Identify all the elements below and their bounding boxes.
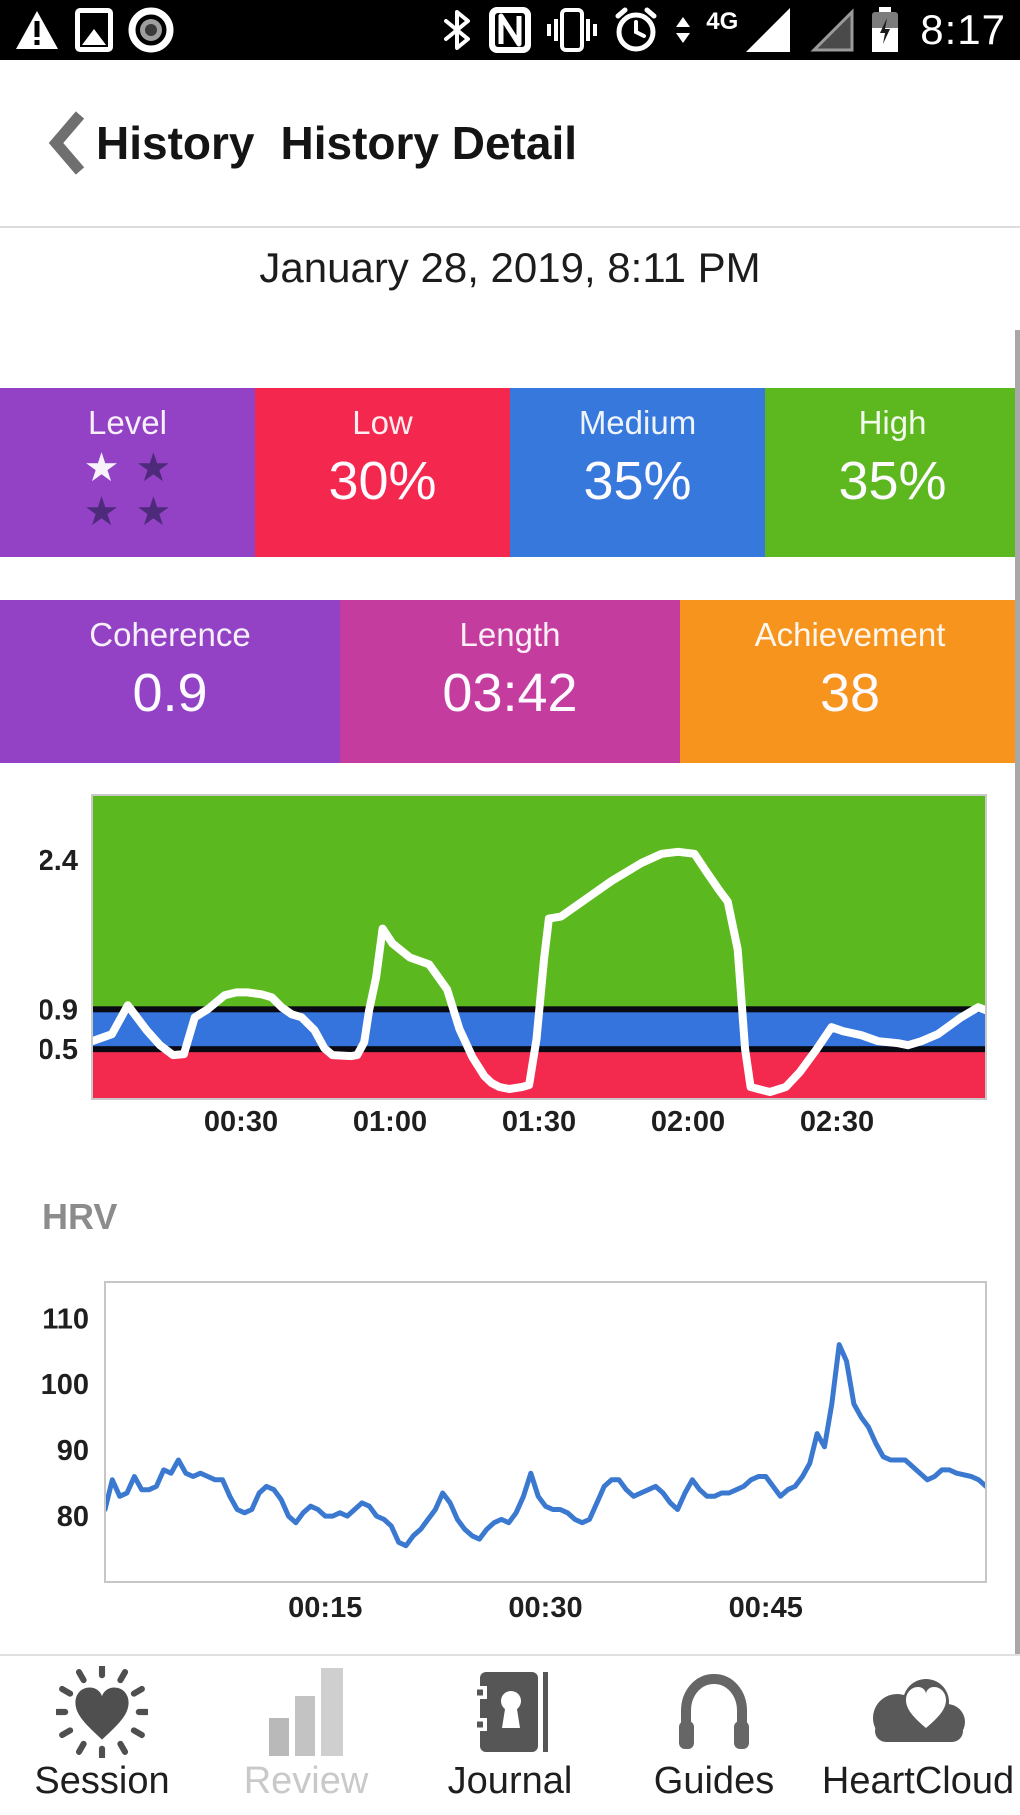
signal-empty-icon [810, 8, 854, 52]
svg-text:0.9: 0.9 [40, 994, 78, 1026]
bluetooth-icon [444, 10, 471, 50]
svg-text:110: 110 [42, 1303, 89, 1335]
scrollbar-thumb[interactable] [1015, 330, 1020, 1654]
stat-label: High [858, 404, 927, 441]
stat-label: Medium [578, 404, 697, 441]
network-4g-label: 4G [706, 8, 739, 35]
stat-label: Length [459, 616, 561, 653]
bottom-navigation: Session Review Journal [0, 1654, 1020, 1815]
signal-full-icon [746, 8, 791, 52]
star-icon: ★ [83, 446, 120, 490]
hrv-section-title: HRV [42, 1196, 118, 1237]
warning-icon [16, 11, 58, 49]
nav-item-session[interactable]: Session [0, 1656, 204, 1815]
battery-charging-icon [872, 7, 899, 52]
nav-label: HeartCloud [821, 1760, 1015, 1802]
stat-value: 38 [819, 663, 881, 723]
stat-value: 0.9 [132, 663, 208, 723]
hrv-chart-svg: 110 100 90 80 00:15 00:30 00:45 [41, 1281, 987, 1624]
stat-label: Low [352, 404, 413, 441]
svg-text:00:15: 00:15 [288, 1592, 362, 1624]
stat-label: Coherence [89, 616, 251, 653]
back-button-label: History [96, 117, 255, 169]
session-heart-icon [56, 1666, 148, 1758]
status-bar-right: 4G 8:17 [440, 6, 1006, 54]
nav-label: Review [243, 1760, 369, 1802]
review-bars-icon [267, 1666, 345, 1758]
nfc-icon [489, 7, 532, 53]
guides-headphones-icon [671, 1666, 757, 1758]
screen-record-icon [128, 7, 174, 53]
stat-value: 30% [328, 451, 437, 511]
status-bar: 4G 8:17 [0, 0, 1020, 60]
back-chevron-icon [48, 111, 85, 175]
svg-text:00:30: 00:30 [508, 1592, 582, 1624]
session-datetime: January 28, 2019, 8:11 PM [259, 244, 761, 291]
nav-item-guides[interactable]: Guides [612, 1656, 816, 1815]
svg-text:02:00: 02:00 [651, 1106, 725, 1138]
svg-text:2.4: 2.4 [40, 845, 78, 877]
nav-item-review[interactable]: Review [204, 1656, 408, 1815]
nav-item-journal[interactable]: Journal [408, 1656, 612, 1815]
heartcloud-icon [863, 1666, 973, 1758]
status-bar-left [14, 7, 174, 53]
svg-text:01:00: 01:00 [353, 1106, 427, 1138]
svg-text:00:45: 00:45 [729, 1592, 803, 1624]
svg-text:01:30: 01:30 [502, 1106, 576, 1138]
nav-label: Journal [447, 1760, 573, 1802]
level-stars: ★ ★ ★ ★ [84, 446, 172, 534]
stat-cell-achievement: Achievement 38 [680, 600, 1020, 763]
stats-row-session-summary: Coherence 0.9 Length 03:42 Achievement 3… [0, 600, 1020, 763]
stat-cell-medium: Medium 35% [510, 388, 765, 557]
data-arrows-icon [676, 17, 691, 43]
svg-text:100: 100 [41, 1369, 89, 1401]
nav-label: Guides [653, 1760, 775, 1802]
alarm-icon [615, 7, 657, 52]
coherence-chart: 2.4 0.9 0.5 00:30 01:00 01:30 02:00 02:30 [38, 793, 988, 1145]
svg-text:00:30: 00:30 [204, 1106, 278, 1138]
stat-label: Level [88, 404, 167, 441]
photo-icon [75, 8, 113, 52]
stat-value: 35% [838, 451, 947, 511]
stats-row-coherence-distribution: Level ★ ★ ★ ★ Low 30% Medium 35% High 35… [0, 388, 1020, 557]
stat-cell-coherence: Coherence 0.9 [0, 600, 340, 763]
stat-value: 03:42 [442, 663, 578, 723]
stat-cell-high: High 35% [765, 388, 1020, 557]
stat-label: Achievement [754, 616, 946, 653]
star-icon: ★ [83, 490, 120, 534]
svg-text:90: 90 [57, 1435, 89, 1467]
star-icon: ★ [135, 490, 172, 534]
stat-cell-low: Low 30% [255, 388, 510, 557]
status-time: 8:17 [920, 6, 1006, 53]
page-title: History Detail [280, 117, 578, 169]
nav-item-heartcloud[interactable]: HeartCloud [816, 1656, 1020, 1815]
stat-value: 35% [583, 451, 692, 511]
stat-cell-level: Level ★ ★ ★ ★ [0, 388, 255, 557]
star-icon: ★ [135, 446, 172, 490]
journal-icon [468, 1666, 552, 1758]
vibrate-icon [547, 8, 598, 52]
svg-text:02:30: 02:30 [800, 1106, 874, 1138]
coherence-chart-svg: 2.4 0.9 0.5 00:30 01:00 01:30 02:00 02:30 [38, 794, 987, 1138]
stat-cell-length: Length 03:42 [340, 600, 680, 763]
hrv-chart: 110 100 90 80 00:15 00:30 00:45 [40, 1280, 988, 1632]
nav-label: Session [34, 1760, 170, 1802]
back-button[interactable]: History [48, 110, 254, 176]
header: History History Detail [0, 60, 1020, 228]
svg-text:0.5: 0.5 [40, 1034, 78, 1066]
svg-text:80: 80 [57, 1501, 89, 1533]
